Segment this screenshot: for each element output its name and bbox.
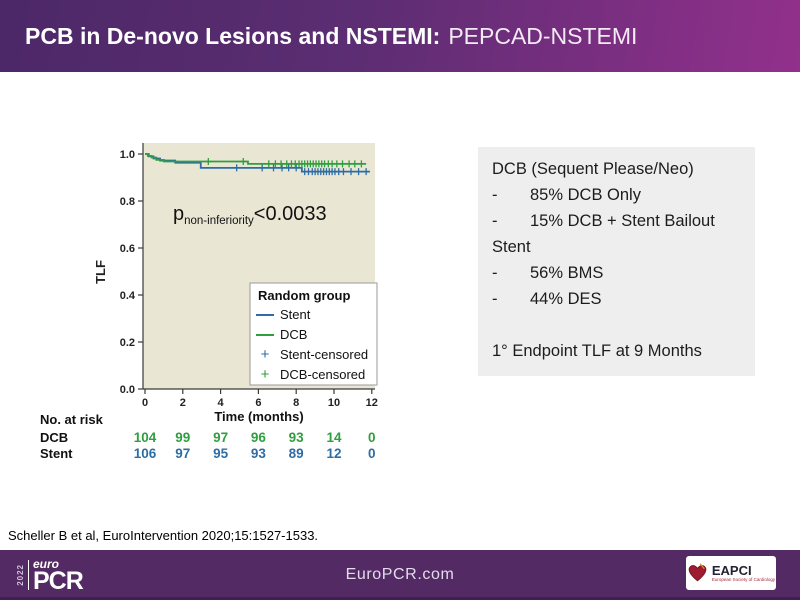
x-tick-label: 12 xyxy=(366,397,378,409)
info-line-4: -56% BMS xyxy=(492,264,604,282)
legend-item-label: DCB xyxy=(280,327,307,342)
at-risk-value: 96 xyxy=(251,430,267,445)
page-title: PCB in De-novo Lesions and NSTEMI: xyxy=(25,22,441,49)
footer-bar: 2022 euro PCR EuroPCR.com EAPCI European… xyxy=(0,550,800,600)
europcr-logo-pcr: PCR xyxy=(33,566,84,595)
at-risk-value: 12 xyxy=(326,446,341,461)
at-risk-value: 106 xyxy=(134,446,157,461)
x-tick-label: 8 xyxy=(293,397,299,409)
info-line-5: -44% DES xyxy=(492,290,602,308)
legend-item-label: Stent xyxy=(280,307,311,322)
at-risk-value: 97 xyxy=(175,446,190,461)
km-chart-svg: 0.0 0.2 0.4 0.6 0.8 1.0 0 2 4 6 8 10 12 TLF Time (mont… xyxy=(40,143,378,461)
info-line-6 xyxy=(492,312,741,338)
legend-title: Random group xyxy=(258,288,350,303)
y-axis-label: TLF xyxy=(93,260,108,284)
at-risk-title: No. at risk xyxy=(40,412,104,427)
eapci-subtitle: European Society of Cardiology xyxy=(711,576,776,582)
at-risk-value: 93 xyxy=(289,430,305,445)
y-tick-label: 0.0 xyxy=(120,384,135,396)
legend-marker-plus: + xyxy=(261,346,270,363)
at-risk-value: 95 xyxy=(213,446,229,461)
x-tick-label: 0 xyxy=(142,397,148,409)
info-line-7: 1° Endpoint TLF at 9 Months xyxy=(492,342,702,360)
y-tick-label: 0.2 xyxy=(120,337,135,349)
x-tick-label: 2 xyxy=(180,397,186,409)
footer-site-text: EuroPCR.com xyxy=(345,566,455,583)
at-risk-value: 99 xyxy=(175,430,190,445)
citation-text: Scheller B et al, EuroIntervention 2020;… xyxy=(8,528,319,543)
at-risk-value: 104 xyxy=(134,430,157,445)
page-subtitle: PEPCAD-NSTEMI xyxy=(448,22,638,49)
at-risk-value: 93 xyxy=(251,446,267,461)
info-line-2: -15% DCB + Stent Bailout xyxy=(492,212,715,230)
at-risk-row-label: Stent xyxy=(40,446,73,461)
km-curve-dcb xyxy=(145,153,367,165)
study-info-box: DCB (Sequent Please/Neo) -85% DCB Only -15… xyxy=(478,147,755,376)
kaplan-meier-chart: 0.0 0.2 0.4 0.6 0.8 1.0 0 2 4 6 8 10 12 TLF Time (mont… xyxy=(38,128,383,478)
x-tick-label: 4 xyxy=(218,397,225,409)
eapci-logo: EAPCI European Society of Cardiology xyxy=(686,556,776,590)
p-value-annotation: pnon-inferiority<0.0033 xyxy=(173,203,327,227)
at-risk-row-label: DCB xyxy=(40,430,68,445)
europcr-logo-divider xyxy=(28,560,29,590)
info-line-0: DCB (Sequent Please/Neo) xyxy=(492,160,694,178)
europcr-logo-euro: euro xyxy=(33,556,60,571)
info-line-1: -85% DCB Only xyxy=(492,186,641,204)
y-tick-label: 1.0 xyxy=(120,149,135,161)
at-risk-value: 89 xyxy=(289,446,304,461)
eapci-name: EAPCI xyxy=(711,562,752,578)
at-risk-value: 14 xyxy=(326,430,342,445)
info-line-3: Stent xyxy=(492,238,531,256)
x-tick-label: 10 xyxy=(328,397,340,409)
legend-item-label: Stent-censored xyxy=(280,347,368,362)
at-risk-value: 0 xyxy=(368,446,376,461)
at-risk-value: 0 xyxy=(368,430,376,445)
x-tick-label: 6 xyxy=(255,397,261,409)
title-bar: PCB in De-novo Lesions and NSTEMI: PEPCA… xyxy=(0,0,800,72)
x-axis-label: Time (months) xyxy=(214,409,303,424)
legend-marker-plus: + xyxy=(261,366,270,383)
y-tick-label: 0.6 xyxy=(120,243,135,255)
at-risk-value: 97 xyxy=(213,430,228,445)
y-tick-label: 0.4 xyxy=(120,290,136,302)
legend-item-label: DCB-censored xyxy=(280,367,365,382)
eapci-heart-icon xyxy=(688,562,707,581)
europcr-logo: 2022 euro PCR xyxy=(16,556,84,595)
y-tick-label: 0.8 xyxy=(120,196,135,208)
